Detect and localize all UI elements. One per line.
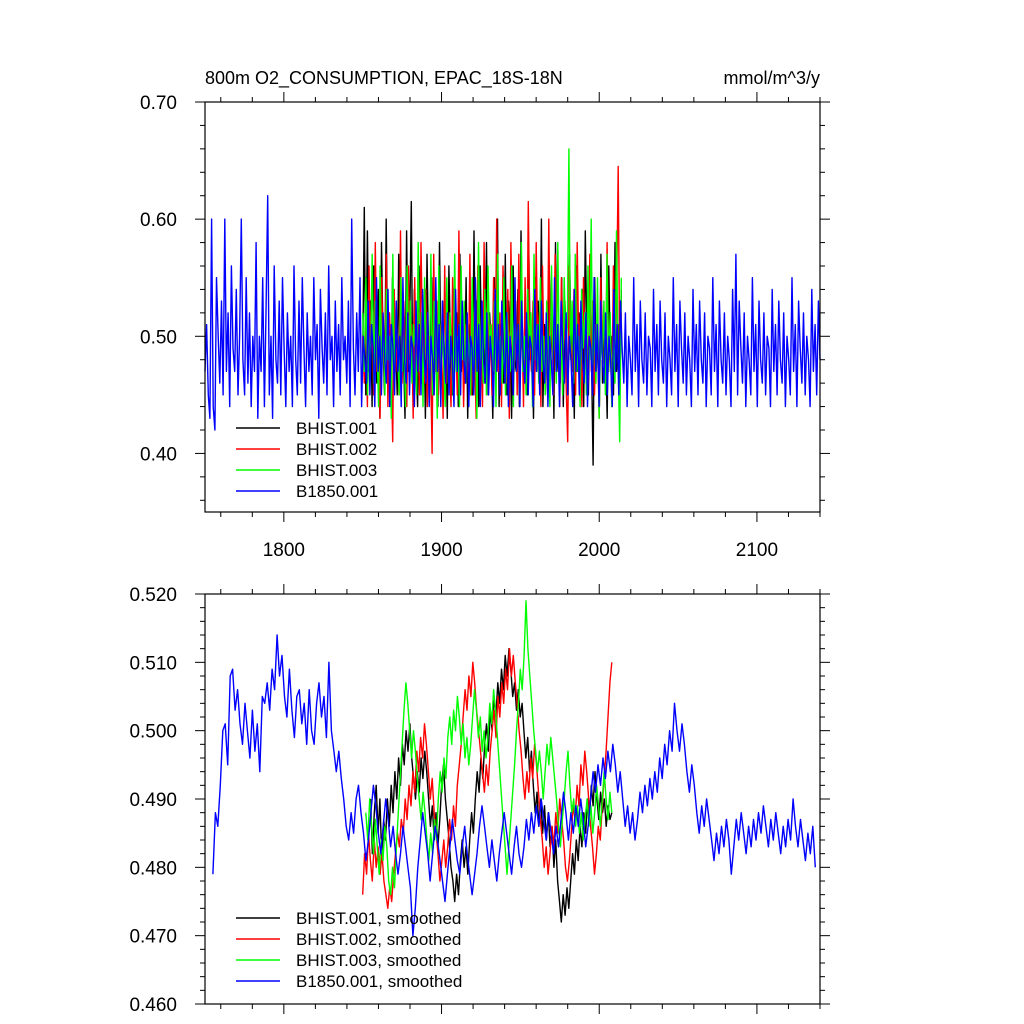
chart-title: 800m O2_CONSUMPTION, EPAC_18S-18N xyxy=(205,68,563,89)
x-tick-label: 2000 xyxy=(578,540,620,561)
series-lines xyxy=(212,600,816,937)
y-tick-label: 0.460 xyxy=(129,995,177,1016)
x-tick-label: 2100 xyxy=(736,540,778,561)
y-tick-label: 0.500 xyxy=(129,722,177,743)
y-tick-label: 0.50 xyxy=(140,327,177,348)
y-tick-label: 0.490 xyxy=(129,790,177,811)
plot-frame xyxy=(204,101,821,513)
legend: BHIST.001 BHIST.002 BHIST.003 B1850.001 xyxy=(236,419,378,501)
y-tick-label: 0.470 xyxy=(129,927,177,948)
panel-bottom: 0.460 0.470 0.480 0.490 0.500 0.510 0.520 BHIS… xyxy=(129,584,830,1016)
series-line xyxy=(204,194,821,431)
legend-label: B1850.001, smoothed xyxy=(296,972,462,991)
axis-ticks: 0.460 0.470 0.480 0.490 0.500 0.510 0.520 xyxy=(129,584,830,1016)
x-tick-label: 1800 xyxy=(263,540,305,561)
legend-label: BHIST.003, smoothed xyxy=(296,951,461,970)
x-tick-label: 1900 xyxy=(420,540,462,561)
panel-top: 800m O2_CONSUMPTION, EPAC_18S-18N mmol/m… xyxy=(140,68,830,561)
y-tick-label: 0.40 xyxy=(140,444,177,465)
y-tick-label: 0.60 xyxy=(140,210,177,231)
legend-label: BHIST.003 xyxy=(296,461,377,480)
legend-label: BHIST.002, smoothed xyxy=(296,930,461,949)
y-tick-label: 0.510 xyxy=(129,653,177,674)
series-lines xyxy=(204,148,821,466)
y-tick-label: 0.520 xyxy=(129,585,177,606)
legend-label: B1850.001 xyxy=(296,482,378,501)
y-tick-label: 0.480 xyxy=(129,858,177,879)
legend-label: BHIST.001 xyxy=(296,419,377,438)
chart-units: mmol/m^3/y xyxy=(724,68,820,88)
y-tick-label: 0.70 xyxy=(140,93,177,114)
legend: BHIST.001, smoothed BHIST.002, smoothed BH… xyxy=(236,909,462,991)
axis-ticks: 1800 1900 2000 2100 0.40 0.50 0.60 0.70 xyxy=(140,92,830,561)
series-line xyxy=(212,634,816,937)
series-line xyxy=(362,648,613,909)
legend-label: BHIST.002 xyxy=(296,440,377,459)
series-line xyxy=(365,600,613,896)
legend-label: BHIST.001, smoothed xyxy=(296,909,461,928)
